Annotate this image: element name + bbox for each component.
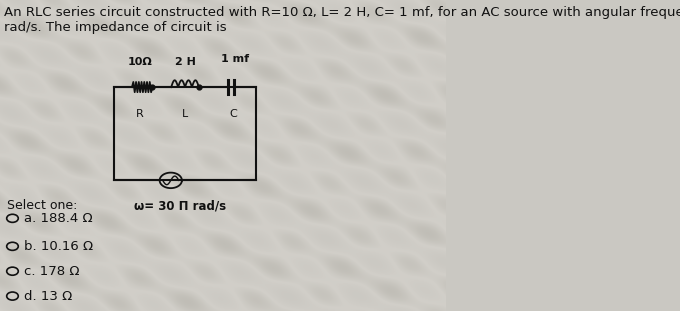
- Text: 1 mf: 1 mf: [221, 54, 249, 64]
- Text: C: C: [229, 109, 237, 119]
- Text: R: R: [136, 109, 144, 119]
- Text: b. 10.16 Ω: b. 10.16 Ω: [24, 240, 92, 253]
- Text: d. 13 Ω: d. 13 Ω: [24, 290, 72, 303]
- Text: ω= 30 Π rad/s: ω= 30 Π rad/s: [133, 199, 226, 212]
- Text: a. 188.4 Ω: a. 188.4 Ω: [24, 212, 92, 225]
- Bar: [114, 87, 256, 180]
- Text: 2 H: 2 H: [175, 57, 195, 67]
- Text: An RLC series circuit constructed with R=10 Ω, L= 2 H, C= 1 mf, for an AC source: An RLC series circuit constructed with R…: [5, 6, 680, 34]
- Text: 10Ω: 10Ω: [128, 57, 152, 67]
- Text: L: L: [182, 109, 188, 119]
- Text: c. 178 Ω: c. 178 Ω: [24, 265, 79, 278]
- Text: Select one:: Select one:: [7, 199, 77, 212]
